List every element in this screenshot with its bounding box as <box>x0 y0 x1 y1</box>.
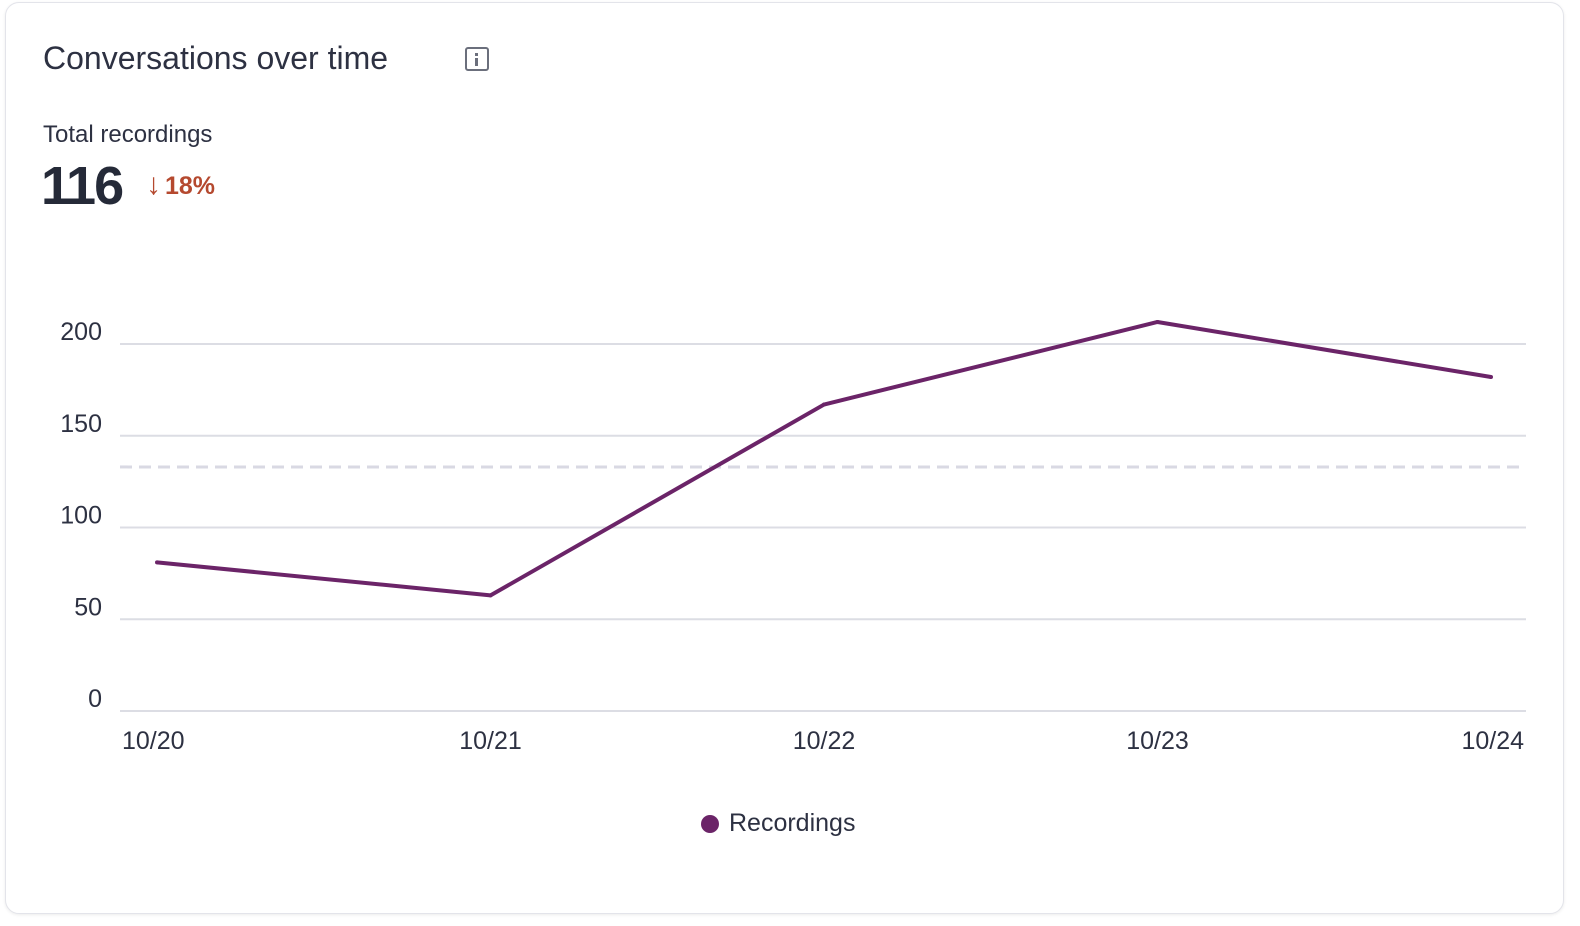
y-tick-label: 0 <box>88 685 102 713</box>
delta-badge: ↓ 18% <box>146 168 215 202</box>
legend-swatch <box>701 814 719 833</box>
data-point <box>155 560 159 565</box>
card-title: Conversations over time <box>43 40 389 76</box>
chart-card <box>5 2 1564 914</box>
x-tick-label: 10/21 <box>459 727 522 755</box>
y-tick-label: 100 <box>60 502 102 530</box>
x-tick-label: 10/20 <box>122 727 185 755</box>
y-tick-label: 150 <box>60 410 102 438</box>
data-point <box>1155 319 1160 324</box>
legend-label: Recordings <box>729 809 856 837</box>
arrow-down-icon: ↓ <box>146 168 161 201</box>
data-point <box>488 593 493 598</box>
series-line-recordings <box>156 319 1492 598</box>
delta-value: 18% <box>165 172 216 200</box>
data-point <box>822 402 826 407</box>
metric-label: Total recordings <box>43 121 213 148</box>
legend[interactable]: Recordings <box>701 809 855 838</box>
x-tick-label: 10/23 <box>1126 727 1189 755</box>
x-tick-label: 10/24 <box>1461 727 1524 755</box>
info-icon[interactable] <box>465 47 489 71</box>
x-tick-label: 10/22 <box>793 727 856 755</box>
y-tick-label: 200 <box>60 318 102 346</box>
data-point <box>1489 375 1493 380</box>
y-tick-label: 50 <box>74 593 102 621</box>
metric-value: 116 <box>41 156 124 216</box>
